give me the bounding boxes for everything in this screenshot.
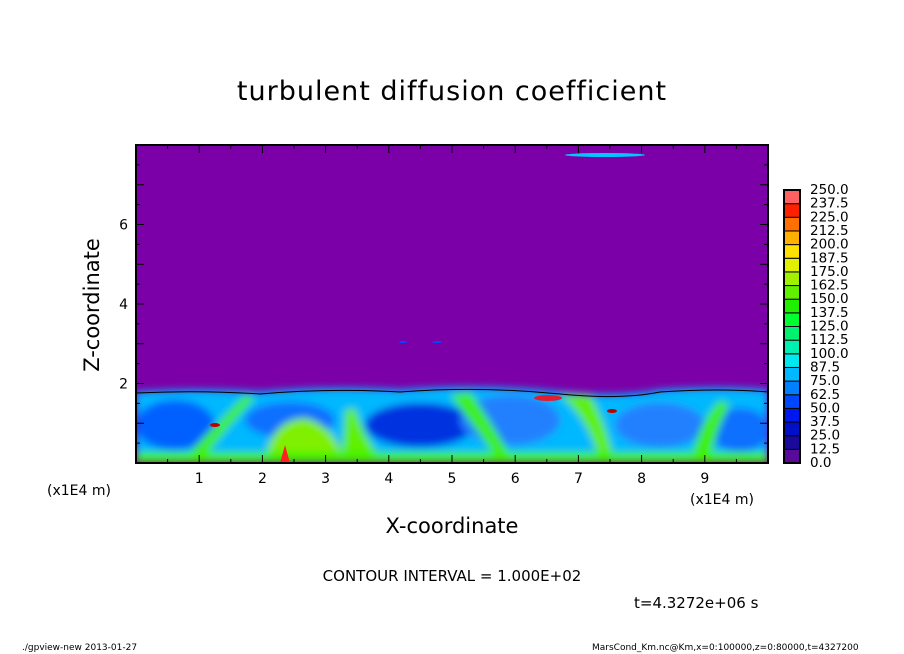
colorbar-label: 12.5 [810, 441, 840, 457]
colorbar-label: 187.5 [810, 250, 849, 266]
colorbar-swatch [783, 339, 801, 355]
small-feature [432, 341, 442, 343]
colorbar-label: 37.5 [810, 414, 840, 430]
x-tick-label: 9 [700, 471, 709, 487]
colorbar-swatch [783, 203, 801, 218]
y-tick-label: 2 [119, 377, 128, 393]
plume [560, 395, 615, 463]
x-ticks: 1 2 3 4 5 6 7 8 9 [167, 145, 737, 487]
local-max [534, 395, 562, 401]
eddy [136, 400, 215, 450]
colorbar-swatch [783, 353, 801, 368]
eddy [710, 408, 768, 452]
chart-title: turbulent diffusion coefficient [236, 76, 668, 107]
colorbar-swatch [783, 394, 801, 409]
local-max [210, 423, 220, 427]
colorbar-swatch [783, 216, 801, 232]
colorbar-swatch [783, 285, 801, 300]
colorbar-label: 25.0 [810, 428, 840, 444]
max-spike [280, 445, 290, 463]
plume [340, 408, 385, 463]
eddy [365, 403, 475, 447]
colorbar-swatch [783, 298, 801, 314]
colorbar-label: 75.0 [810, 373, 840, 389]
colorbar-swatch [783, 380, 801, 396]
plume [450, 392, 515, 463]
colorbar-swatch [783, 312, 801, 328]
colorbar-swatch [783, 366, 801, 382]
colorbar-label: 200.0 [810, 237, 849, 253]
x-tick-label: 1 [195, 471, 204, 487]
plume [690, 400, 730, 463]
y-tick-label: 6 [119, 218, 128, 234]
colorbar-label: 175.0 [810, 264, 849, 280]
eddy [615, 403, 705, 447]
x-tick-label: 6 [511, 471, 520, 487]
colorbar-label: 112.5 [810, 332, 849, 348]
colorbar-swatch [783, 257, 801, 273]
colorbar-swatch [783, 421, 801, 437]
colorbar-label: 0.0 [810, 455, 831, 471]
colorbar-swatch [783, 448, 801, 464]
footer-right: MarsCond_Km.nc@Km,x=0:100000,z=0:80000,t… [592, 643, 859, 653]
colorbar-label: 87.5 [810, 359, 840, 375]
upper-feature [565, 153, 645, 157]
y-tick-label: 4 [119, 297, 128, 313]
colorbar-frame [783, 189, 801, 464]
colorbar-swatch [783, 230, 801, 246]
x-tick-label: 3 [321, 471, 330, 487]
colorbar-label: 212.5 [810, 223, 849, 239]
colorbar-swatch [783, 435, 801, 450]
colorbar-label: 62.5 [810, 387, 840, 403]
x-unit-left: (x1E4 m) [47, 483, 111, 499]
y-ticks: 2 4 6 [119, 164, 768, 444]
contour-line [136, 388, 768, 398]
x-tick-label: 5 [448, 471, 457, 487]
x-axis-label: X-coordinate [385, 514, 519, 538]
colorbar-swatch [783, 271, 801, 287]
colorbar: 0.012.525.037.550.062.575.087.5100.0112.… [783, 182, 849, 471]
footer-left: ./gpview-new 2013-01-27 [22, 643, 138, 653]
colorbar-label: 250.0 [810, 182, 849, 198]
colorbar-label: 125.0 [810, 319, 849, 335]
x-tick-label: 8 [637, 471, 646, 487]
colorbar-label: 237.5 [810, 196, 849, 212]
heatmap-field [136, 145, 768, 463]
x-unit-right: (x1E4 m) [690, 492, 754, 508]
x-tick-label: 4 [384, 471, 393, 487]
colorbar-swatch [783, 326, 801, 341]
colorbar-label: 137.5 [810, 305, 849, 321]
colorbar-label: 50.0 [810, 400, 840, 416]
time-label: t=4.3272e+06 s [634, 594, 759, 612]
contour-interval: CONTOUR INTERVAL = 1.000E+02 [322, 567, 582, 585]
colorbar-label: 225.0 [810, 209, 849, 225]
plume [180, 395, 255, 463]
colorbar-swatch [783, 189, 801, 205]
x-tick-label: 2 [258, 471, 267, 487]
colorbar-swatch [783, 407, 801, 423]
local-max [607, 409, 617, 413]
colorbar-label: 100.0 [810, 346, 849, 362]
colorbar-label: 150.0 [810, 291, 849, 307]
small-feature [399, 341, 407, 343]
colorbar-label: 162.5 [810, 278, 849, 294]
x-tick-label: 7 [574, 471, 583, 487]
colorbar-swatch [783, 244, 801, 259]
